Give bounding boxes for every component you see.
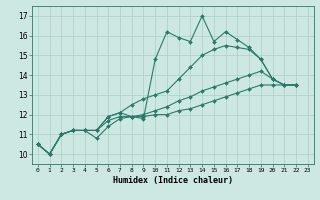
X-axis label: Humidex (Indice chaleur): Humidex (Indice chaleur)	[113, 176, 233, 185]
